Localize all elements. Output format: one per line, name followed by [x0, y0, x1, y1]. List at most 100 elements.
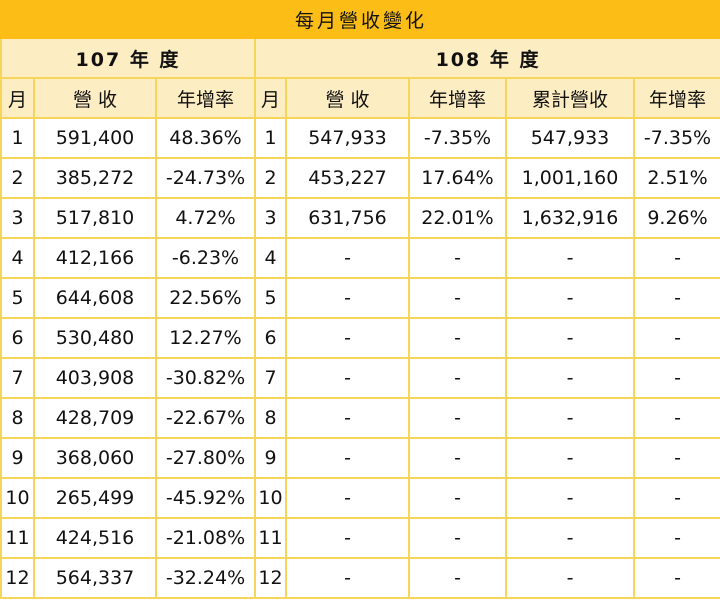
table-row: 6 530,480 12.27% 6- - - -	[0, 317, 720, 359]
table-row: 12 564,337 -32.24% 12- - - -	[0, 557, 720, 599]
revenue-108-cell: 631,756	[285, 197, 410, 239]
col-revenue-108: 營 收	[285, 77, 410, 119]
month-108-cell: 10	[254, 477, 287, 519]
col-revenue-107: 營 收	[33, 77, 157, 119]
revenue-107-cell: 428,709	[33, 397, 157, 439]
revenue-108-cell: -	[285, 397, 410, 439]
month-108-cell: 11	[254, 517, 287, 559]
cumulative-108-cell: -	[505, 517, 635, 559]
cumulative-108-cell: 1,001,160	[505, 157, 635, 199]
month-108-cell: 5	[254, 277, 287, 319]
revenue-107-cell: 385,272	[33, 157, 157, 199]
cumulative-yoy-108-cell: -	[632, 437, 720, 479]
yoy-108-cell: -	[408, 397, 507, 439]
yoy-108-cell: 22.01%	[408, 197, 507, 239]
revenue-108-cell: -	[285, 237, 410, 279]
yoy-108-cell: -	[408, 357, 507, 399]
revenue-108-cell: 453,227	[285, 157, 410, 199]
month-107-cell: 9	[0, 437, 35, 479]
yoy-108-cell: -	[408, 557, 507, 599]
cumulative-yoy-108-cell: -7.35%	[632, 117, 720, 159]
month-108-cell: 9	[254, 437, 287, 479]
year-107-header: 107 年 度	[0, 37, 256, 79]
table-row: 7 403,908 -30.82% 7- - - -	[0, 357, 720, 399]
table-body: 1 591,400 48.36% 1 547,933 -7.35% 547,933 -7.35…	[0, 117, 720, 599]
cumulative-108-cell: -	[505, 357, 635, 399]
cumulative-yoy-108-cell: -	[632, 397, 720, 439]
month-108-cell: 8	[254, 397, 287, 439]
month-107-cell: 7	[0, 357, 35, 399]
revenue-107-cell: 564,337	[33, 557, 157, 599]
yoy-107-cell: -32.24%	[155, 557, 256, 599]
table-row: 11 424,516 -21.08% 11- - - -	[0, 517, 720, 559]
revenue-108-cell: -	[285, 437, 410, 479]
cumulative-yoy-108-cell: 2.51%	[632, 157, 720, 199]
revenue-107-cell: 424,516	[33, 517, 157, 559]
yoy-107-cell: -6.23%	[155, 237, 256, 279]
yoy-108-cell: -	[408, 517, 507, 559]
revenue-107-cell: 265,499	[33, 477, 157, 519]
cumulative-yoy-108-cell: -	[632, 477, 720, 519]
col-yoy-108: 年增率	[408, 77, 507, 119]
revenue-107-cell: 412,166	[33, 237, 157, 279]
cumulative-108-cell: 1,632,916	[505, 197, 635, 239]
yoy-107-cell: -45.92%	[155, 477, 256, 519]
yoy-108-cell: -	[408, 277, 507, 319]
revenue-108-cell: -	[285, 477, 410, 519]
cumulative-108-cell: -	[505, 277, 635, 319]
revenue-107-cell: 517,810	[33, 197, 157, 239]
month-107-cell: 1	[0, 117, 35, 159]
revenue-108-cell: -	[285, 317, 410, 359]
cumulative-108-cell: -	[505, 557, 635, 599]
cumulative-108-cell: 547,933	[505, 117, 635, 159]
yoy-107-cell: 4.72%	[155, 197, 256, 239]
revenue-108-cell: -	[285, 277, 410, 319]
revenue-108-cell: -	[285, 517, 410, 559]
month-108-cell: 2	[254, 157, 287, 199]
month-107-cell: 12	[0, 557, 35, 599]
month-108-cell: 3	[254, 197, 287, 239]
table-row: 1 591,400 48.36% 1 547,933 -7.35% 547,933 -7.35…	[0, 117, 720, 159]
year-108-header: 108 年 度	[253, 37, 720, 79]
col-month-108: 月	[254, 77, 287, 119]
table-row: 3 517,810 4.72% 3 631,756 22.01% 1,632,916 9.26…	[0, 197, 720, 239]
col-yoy-107: 年增率	[155, 77, 256, 119]
revenue-107-cell: 403,908	[33, 357, 157, 399]
yoy-108-cell: -	[408, 237, 507, 279]
month-108-cell: 12	[254, 557, 287, 599]
cumulative-yoy-108-cell: -	[632, 557, 720, 599]
month-107-cell: 6	[0, 317, 35, 359]
col-cumulative-108: 累計營收	[505, 77, 635, 119]
month-108-cell: 1	[254, 117, 287, 159]
cumulative-yoy-108-cell: -	[632, 277, 720, 319]
revenue-108-cell: -	[285, 357, 410, 399]
yoy-108-cell: -	[408, 317, 507, 359]
yoy-108-cell: 17.64%	[408, 157, 507, 199]
cumulative-yoy-108-cell: -	[632, 357, 720, 399]
month-108-cell: 4	[254, 237, 287, 279]
cumulative-yoy-108-cell: -	[632, 317, 720, 359]
yoy-107-cell: -30.82%	[155, 357, 256, 399]
month-107-cell: 3	[0, 197, 35, 239]
month-108-cell: 6	[254, 317, 287, 359]
revenue-107-cell: 591,400	[33, 117, 157, 159]
cumulative-108-cell: -	[505, 397, 635, 439]
table-row: 2 385,272 -24.73% 2 453,227 17.64% 1,001,160 2.…	[0, 157, 720, 199]
month-107-cell: 4	[0, 237, 35, 279]
table-row: 5 644,608 22.56% 5- - - -	[0, 277, 720, 319]
table-row: 9 368,060 -27.80% 9- - - -	[0, 437, 720, 479]
yoy-107-cell: 22.56%	[155, 277, 256, 319]
yoy-108-cell: -	[408, 477, 507, 519]
cumulative-108-cell: -	[505, 437, 635, 479]
yoy-108-cell: -	[408, 437, 507, 479]
yoy-108-cell: -7.35%	[408, 117, 507, 159]
cumulative-108-cell: -	[505, 477, 635, 519]
yoy-107-cell: -27.80%	[155, 437, 256, 479]
cumulative-yoy-108-cell: -	[632, 517, 720, 559]
yoy-107-cell: -24.73%	[155, 157, 256, 199]
month-108-cell: 7	[254, 357, 287, 399]
yoy-107-cell: 12.27%	[155, 317, 256, 359]
cumulative-yoy-108-cell: -	[632, 237, 720, 279]
revenue-107-cell: 644,608	[33, 277, 157, 319]
